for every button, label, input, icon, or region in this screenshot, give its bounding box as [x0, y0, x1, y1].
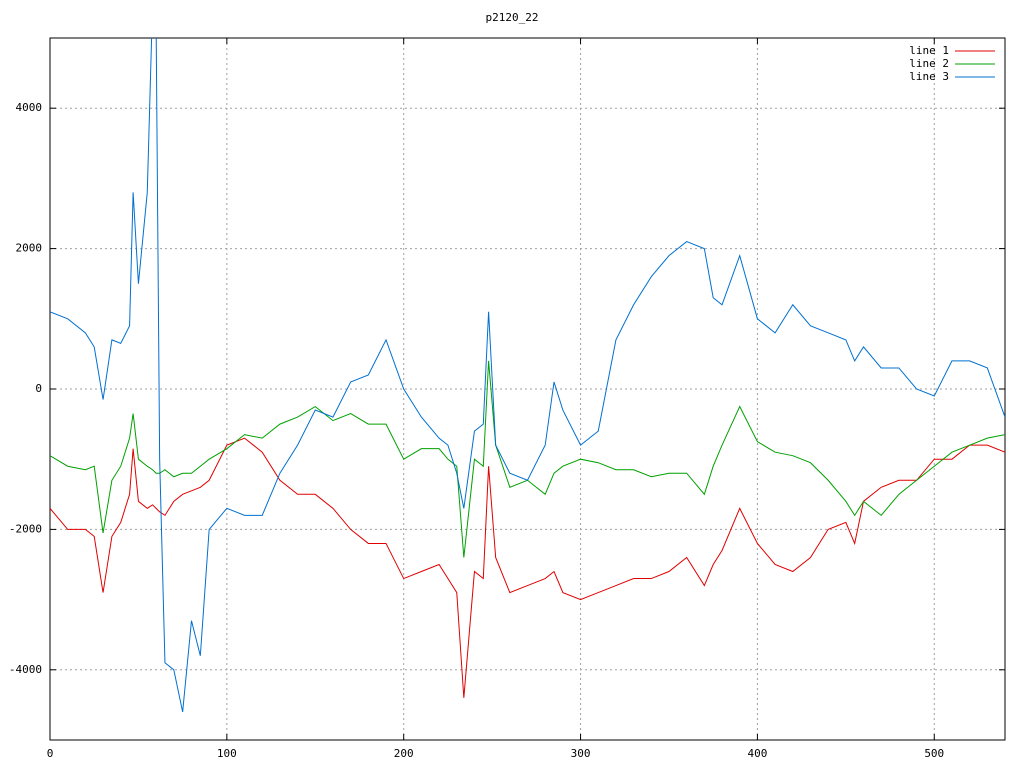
- x-tick-label: 0: [47, 747, 54, 760]
- y-tick-label: 2000: [16, 242, 43, 255]
- data-line: [50, 38, 1005, 713]
- data-line: [50, 360, 1005, 558]
- data-line: [50, 437, 1005, 698]
- chart-title: p2120_22: [486, 11, 539, 24]
- x-tick-label: 400: [747, 747, 767, 760]
- y-tick-label: 0: [35, 382, 42, 395]
- y-tick-label: -2000: [9, 522, 42, 535]
- plot-area: [50, 38, 1005, 713]
- x-tick-label: 100: [217, 747, 237, 760]
- plot-frame: [49, 37, 1006, 741]
- x-tick-label: 200: [394, 747, 414, 760]
- legend-label: line 2: [909, 57, 949, 70]
- y-tick-label: 4000: [16, 101, 43, 114]
- x-tick-label: 300: [571, 747, 591, 760]
- x-tick-label: 500: [924, 747, 944, 760]
- legend-label: line 1: [909, 44, 949, 57]
- y-tick-label: -4000: [9, 663, 42, 676]
- legend-label: line 3: [909, 70, 949, 83]
